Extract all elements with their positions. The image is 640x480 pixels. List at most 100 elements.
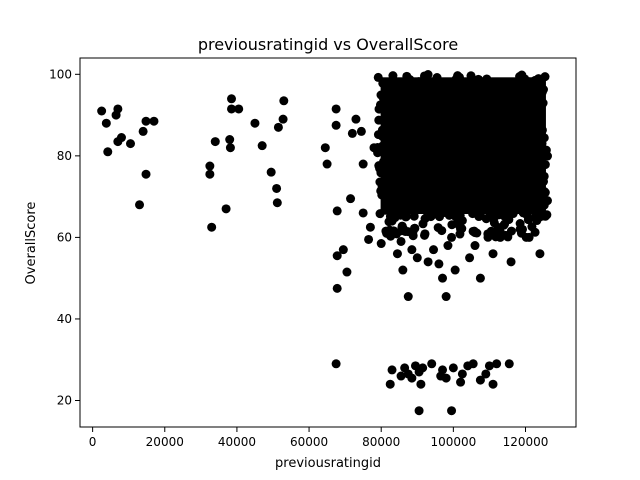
data-point — [397, 221, 407, 231]
data-point — [470, 228, 480, 238]
data-point — [496, 82, 506, 92]
data-point — [472, 120, 482, 130]
data-point — [514, 152, 524, 162]
data-point — [356, 126, 366, 136]
data-point — [517, 172, 527, 182]
data-point — [384, 194, 394, 204]
data-point — [408, 227, 418, 237]
data-point — [418, 219, 428, 229]
data-point — [447, 406, 457, 416]
data-point — [351, 114, 361, 124]
data-point — [499, 220, 509, 230]
data-point — [411, 151, 421, 161]
x-tick-label: 80000 — [362, 435, 400, 449]
data-point — [396, 236, 406, 246]
data-point — [138, 126, 148, 136]
data-point — [530, 227, 540, 237]
data-point — [331, 120, 341, 130]
data-point — [488, 170, 498, 180]
data-point — [266, 167, 276, 177]
data-point — [454, 72, 464, 82]
data-point — [227, 94, 237, 104]
data-point — [412, 170, 422, 180]
x-tick-label: 60000 — [290, 435, 328, 449]
chart-title: previousratingid vs OverallScore — [198, 35, 458, 54]
data-point — [493, 94, 503, 104]
data-point — [481, 214, 491, 224]
data-point — [447, 232, 457, 242]
data-point — [429, 245, 439, 255]
data-point — [279, 96, 289, 106]
data-point — [448, 363, 458, 373]
data-point — [470, 241, 480, 251]
data-point — [419, 186, 429, 196]
data-point — [380, 205, 390, 215]
data-point — [387, 216, 397, 226]
data-point — [135, 200, 145, 210]
data-point — [488, 206, 498, 216]
data-point — [481, 155, 491, 165]
data-point — [399, 127, 409, 137]
data-point — [479, 192, 489, 202]
data-point — [540, 188, 550, 198]
data-point — [503, 208, 513, 218]
data-point — [103, 147, 113, 157]
data-point — [497, 166, 507, 176]
x-tick-label: 40000 — [218, 435, 256, 449]
data-point — [390, 81, 400, 91]
data-point — [485, 87, 495, 97]
data-point — [322, 159, 332, 169]
data-point — [419, 230, 429, 240]
data-point — [427, 359, 437, 369]
data-point — [414, 406, 424, 416]
data-point — [486, 226, 496, 236]
data-point — [441, 292, 451, 302]
data-point — [383, 86, 393, 96]
plot-area — [97, 70, 552, 416]
data-point — [492, 359, 502, 369]
x-tick-label: 120000 — [503, 435, 549, 449]
data-point — [531, 154, 541, 164]
data-point — [484, 361, 494, 371]
data-point — [475, 273, 485, 283]
data-point — [442, 135, 452, 145]
data-point — [494, 116, 504, 126]
data-point — [530, 162, 540, 172]
y-axis-ticks: 20 40 60 80 100 — [49, 67, 80, 407]
data-point — [448, 187, 458, 197]
data-point — [540, 72, 550, 82]
data-point — [225, 135, 235, 145]
data-point — [536, 87, 546, 97]
data-point — [444, 196, 454, 206]
data-point — [397, 177, 407, 187]
y-axis-label: OverallScore — [24, 202, 39, 285]
data-point — [332, 283, 342, 293]
data-point — [409, 202, 419, 212]
data-point — [388, 71, 398, 81]
data-point — [358, 159, 368, 169]
data-point — [392, 249, 402, 259]
data-point — [331, 359, 341, 369]
data-point — [396, 371, 406, 381]
data-point — [456, 154, 466, 164]
data-point — [517, 76, 527, 86]
data-point — [207, 222, 217, 232]
y-tick-label: 60 — [57, 230, 72, 244]
data-point — [535, 249, 545, 259]
x-tick-label: 20000 — [146, 435, 184, 449]
data-point — [378, 141, 388, 151]
data-point — [499, 142, 509, 152]
data-point — [433, 118, 443, 128]
data-point — [358, 208, 368, 218]
data-point — [205, 169, 215, 179]
x-tick-label: 0 — [89, 435, 97, 449]
data-point — [385, 379, 395, 389]
data-point — [407, 245, 417, 255]
x-axis-ticks: 0 20000 40000 60000 80000 100000 120000 — [89, 427, 549, 449]
data-point — [388, 106, 398, 116]
data-point — [419, 97, 429, 107]
data-point — [376, 90, 386, 100]
data-point — [488, 249, 498, 259]
data-point — [369, 143, 379, 153]
data-point — [451, 212, 461, 222]
